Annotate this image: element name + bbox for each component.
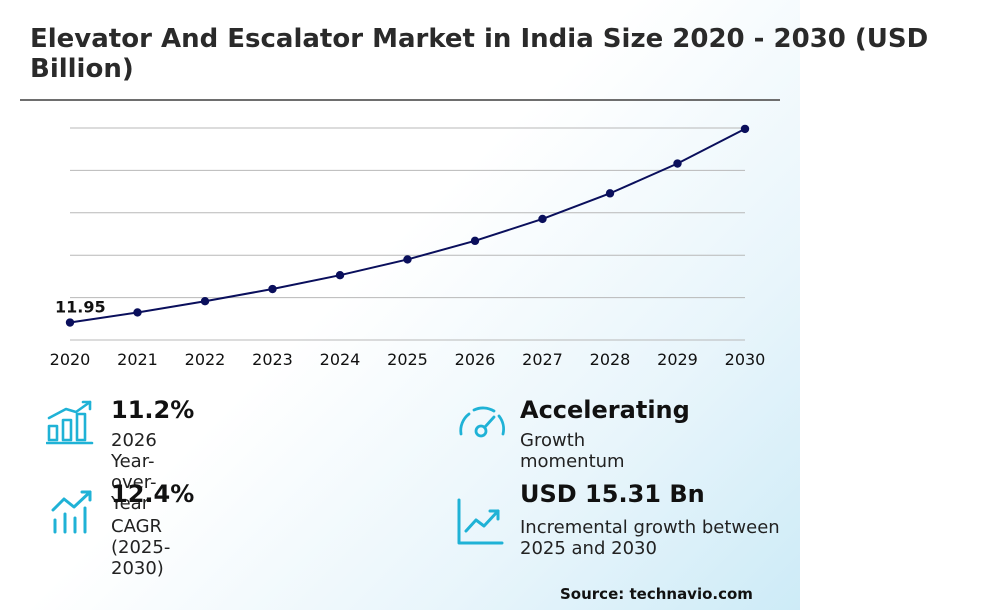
source-credit: Source: technavio.com [560,585,753,603]
data-points [65,124,750,327]
trend-line-chart-icon [457,498,504,545]
data-point-2024 [335,271,345,280]
x-tick-label-2021: 2021 [117,350,158,369]
x-tick-label-2026: 2026 [455,350,496,369]
series-line [69,128,746,324]
data-point-2022 [200,297,210,306]
background-panel [0,0,800,610]
data-point-2030 [740,124,750,134]
data-point-2029 [673,159,682,168]
data-point-2021 [133,308,142,317]
x-tick-label-2027: 2027 [522,350,563,369]
kpi-cagr-label: CAGR (2025-2030) [111,516,171,579]
kpi-yoy-value: 11.2% [111,396,195,424]
kpi-cagr-value: 12.4% [111,480,195,508]
data-point-2025 [403,255,412,264]
x-axis-tick-labels: 2020 2021 2022 2023 2024 2025 2026 2027 2028 2029… [50,350,766,369]
chart-title: Elevator And Escalator Market in India S… [30,24,929,84]
title-divider [20,99,780,101]
data-point-2026 [470,236,480,246]
x-tick-label-2030: 2030 [725,350,766,369]
gauge-icon [459,406,505,438]
kpi-incremental-label: Incremental growth between 2025 and 2030 [520,517,780,559]
gridlines [70,127,745,341]
bar-chart-growth-icon [46,400,94,445]
data-point-2020 [65,318,75,327]
kpi-momentum-value: Accelerating [520,396,690,424]
data-point-2023 [268,284,277,294]
trend-bars-icon [51,490,92,534]
x-tick-label-2022: 2022 [185,350,226,369]
x-tick-label-2020: 2020 [50,350,91,369]
x-tick-label-2028: 2028 [590,350,631,369]
data-point-2027 [538,214,547,224]
x-tick-label-2029: 2029 [657,350,698,369]
x-tick-label-2024: 2024 [320,350,361,369]
data-label-2020: 11.95 [55,298,106,317]
data-labels: 11.95 [55,298,106,317]
series-line-group [69,128,746,324]
x-tick-label-2023: 2023 [252,350,293,369]
data-point-2028 [605,189,615,198]
kpi-momentum-label: Growth momentum [520,430,625,472]
kpi-yoy-label: 2026 Year-over-Year [111,430,157,514]
line-chart: 2020 2021 2022 2023 2024 2025 2026 2027 2028 2029… [50,124,766,369]
kpi-incremental-value: USD 15.31 Bn [520,480,705,508]
x-tick-label-2025: 2025 [387,350,428,369]
